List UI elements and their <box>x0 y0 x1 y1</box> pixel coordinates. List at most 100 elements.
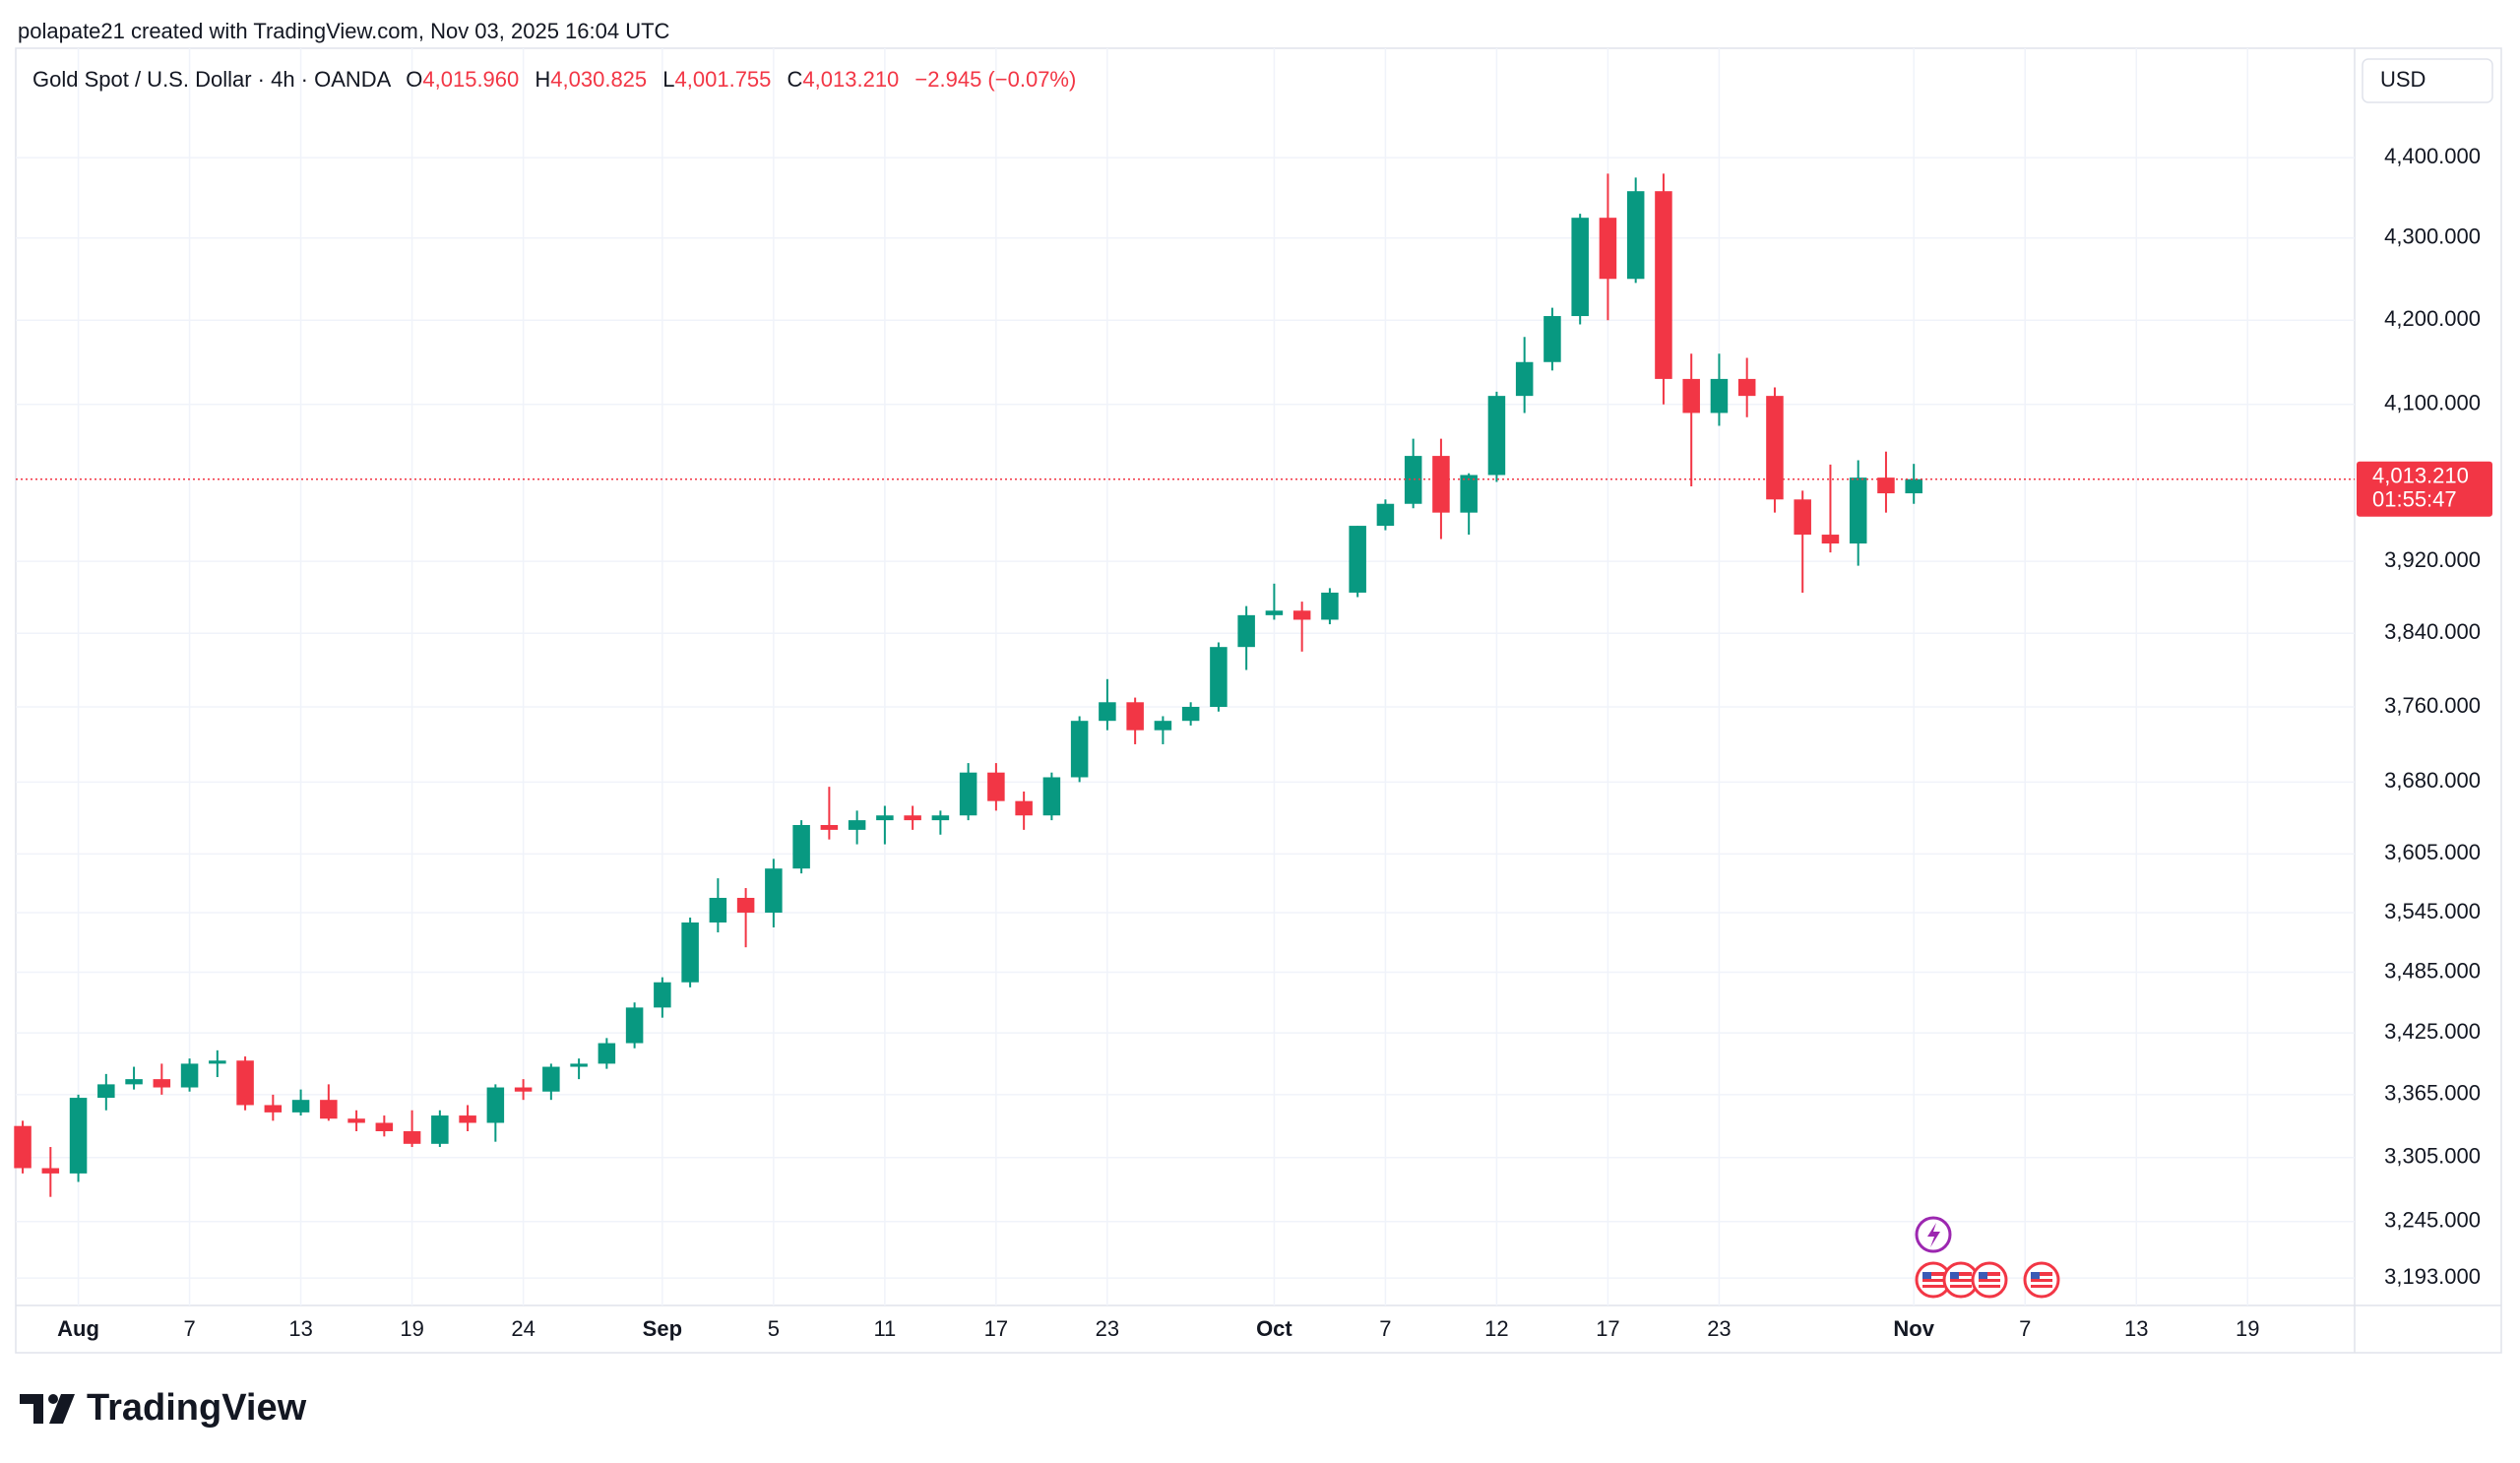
grid <box>16 48 2355 1305</box>
y-tick-label: 3,605.000 <box>2384 840 2481 864</box>
candle-body <box>459 1115 476 1123</box>
y-tick-label: 3,485.000 <box>2384 958 2481 983</box>
price-tag <box>2357 461 2492 517</box>
candle-body <box>736 897 755 913</box>
x-tick-label: Nov <box>1893 1316 1934 1341</box>
candle-body <box>709 897 727 922</box>
candle-body <box>41 1168 60 1174</box>
change: −2.945 (−0.07%) <box>914 67 1076 92</box>
x-tick-label: 7 <box>2019 1316 2031 1341</box>
logo-slash <box>49 1394 75 1424</box>
candle-body <box>1487 396 1506 476</box>
candle-body <box>320 1100 338 1119</box>
logo-dot <box>48 1394 58 1404</box>
candle-body <box>1794 499 1811 536</box>
candle-body <box>1237 614 1255 648</box>
y-tick-label: 3,305.000 <box>2384 1144 2481 1169</box>
candle-body <box>1849 477 1867 544</box>
candle-body <box>1265 610 1284 615</box>
candle-body <box>1042 777 1061 816</box>
candle-body <box>514 1087 533 1092</box>
candle-body <box>1376 503 1395 527</box>
x-tick-label: 13 <box>2124 1316 2148 1341</box>
candle-body <box>375 1122 394 1132</box>
candle-body <box>570 1063 588 1067</box>
y-tick-label: 3,545.000 <box>2384 899 2481 923</box>
candle-body <box>931 815 950 821</box>
currency-button[interactable] <box>2362 58 2493 103</box>
y-tick-label: 3,425.000 <box>2384 1019 2481 1044</box>
candles <box>14 173 2355 1197</box>
candle-body <box>1321 592 1339 620</box>
candle-body <box>1655 191 1672 379</box>
candle-body <box>1181 707 1200 722</box>
low-label: L <box>662 67 674 92</box>
candle-body <box>486 1087 505 1123</box>
x-tick-label: 23 <box>1707 1316 1731 1341</box>
candle-body <box>69 1098 88 1174</box>
candle-body <box>209 1060 226 1064</box>
price-tag-label: 4,013.210 <box>2372 464 2469 488</box>
candle-body <box>959 772 977 816</box>
candle-body <box>1737 378 1756 397</box>
candle-body <box>1821 535 1840 544</box>
candle-body <box>1292 610 1311 620</box>
candle-body <box>347 1118 365 1123</box>
candle-body <box>236 1060 254 1106</box>
y-tick-label: 3,840.000 <box>2384 619 2481 644</box>
flag-icon[interactable] <box>1915 1261 1952 1299</box>
y-tick-label: 3,365.000 <box>2384 1081 2481 1106</box>
y-tick-label: 3,193.000 <box>2384 1264 2481 1289</box>
candle-body <box>1349 526 1366 593</box>
candle-body <box>625 1007 644 1044</box>
candle-body <box>264 1105 283 1113</box>
x-tick-label: Sep <box>643 1316 682 1341</box>
close-label: C <box>788 67 803 92</box>
chart-frame <box>15 47 2502 1354</box>
close-value: 4,013.210 <box>802 67 899 92</box>
flag-icon[interactable] <box>1971 1261 2008 1299</box>
candle-body <box>765 868 783 913</box>
candle-body <box>1070 721 1089 778</box>
x-tick-label: 24 <box>511 1316 535 1341</box>
candle-body <box>14 1125 32 1169</box>
candle-body <box>1015 800 1033 816</box>
candle-body <box>431 1115 449 1144</box>
candle-body <box>125 1079 143 1085</box>
flag-icon[interactable] <box>2023 1261 2060 1299</box>
candle-body <box>97 1084 115 1099</box>
y-tick-label: 4,200.000 <box>2384 306 2481 331</box>
currency-label[interactable]: USD <box>2380 67 2426 92</box>
candle-body <box>291 1100 310 1113</box>
candle-body <box>1432 456 1450 513</box>
open-value: 4,015.960 <box>422 67 519 92</box>
logo-text: TradingView <box>87 1387 307 1429</box>
axes: 3,193.000 3,245.000 3,305.000 3,365.000 3,42… <box>57 144 2492 1341</box>
attribution: polapate21 created with TradingView.com,… <box>18 19 670 43</box>
x-tick-label: 11 <box>873 1316 896 1341</box>
candle-body <box>848 820 866 830</box>
candle-body <box>1599 218 1617 280</box>
candle-body <box>1766 396 1784 500</box>
candle-body <box>180 1063 199 1088</box>
candle-body <box>1877 477 1895 494</box>
candle-body <box>820 824 839 830</box>
x-tick-label: 23 <box>1096 1316 1119 1341</box>
candle-body <box>1126 702 1144 731</box>
x-tick-label: 17 <box>1596 1316 1619 1341</box>
x-tick-label: Oct <box>1256 1316 1292 1341</box>
x-tick-label: 19 <box>400 1316 423 1341</box>
candle-body <box>1905 478 1922 494</box>
candle-body <box>876 815 894 821</box>
low-value: 4,001.755 <box>675 67 772 92</box>
event-icons[interactable] <box>1915 1216 2060 1299</box>
logo[interactable]: TradingView <box>20 1387 307 1429</box>
candle-body <box>654 982 671 1008</box>
high-label: H <box>535 67 550 92</box>
flag-icon[interactable] <box>1942 1261 1980 1299</box>
candle-body <box>1626 191 1645 280</box>
x-tick-label: 13 <box>288 1316 312 1341</box>
candle-body <box>904 815 921 821</box>
candle-body <box>1210 647 1228 708</box>
